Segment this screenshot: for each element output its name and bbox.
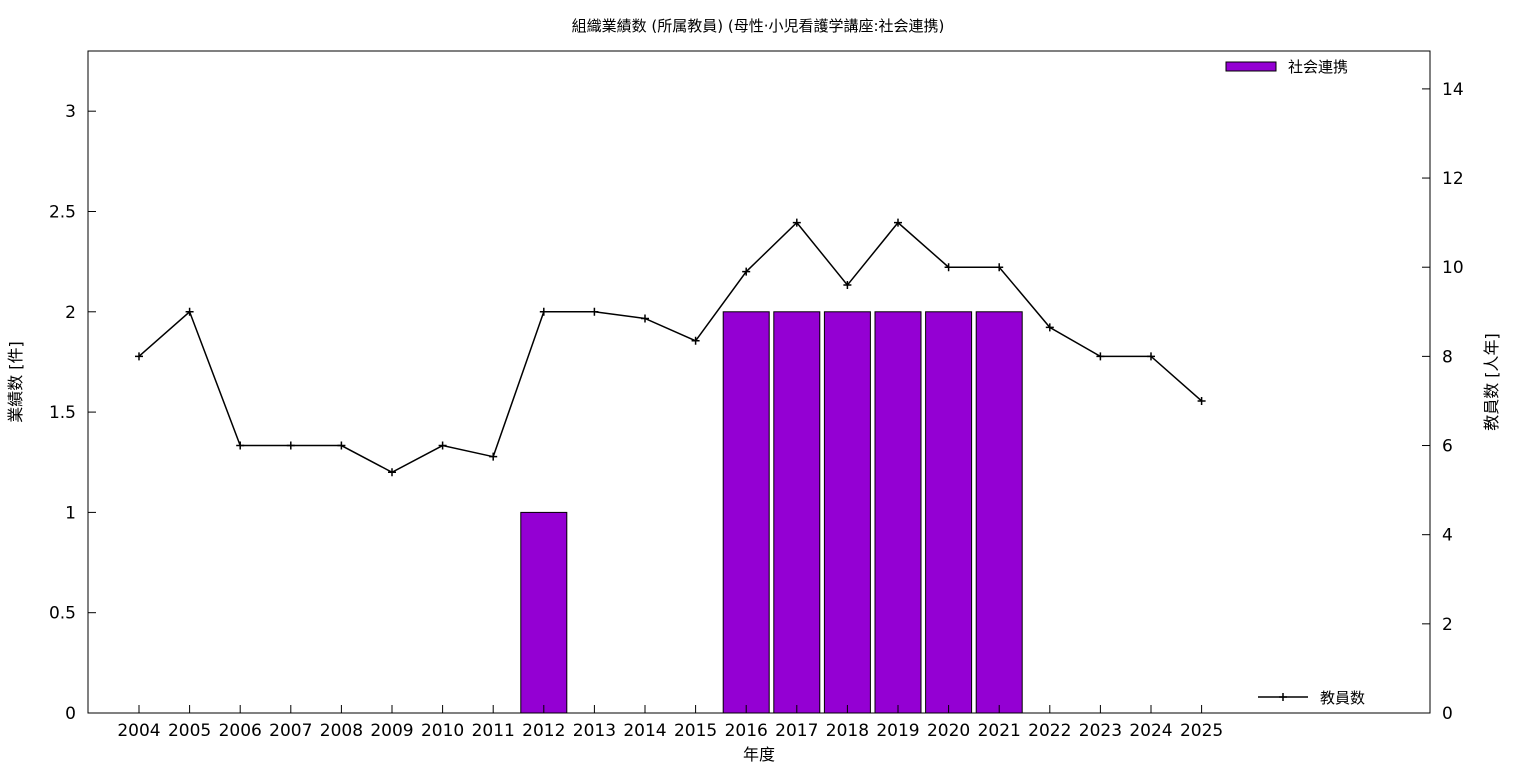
y2-tick-label: 12 [1442,169,1464,189]
line-point [1045,323,1054,332]
line-point [590,307,599,316]
y-tick-label: 0.5 [49,604,76,624]
bar [925,311,973,714]
x-tick-label: 2024 [1129,721,1172,741]
x-tick-label: 2004 [117,721,160,741]
line-point [337,441,346,450]
bar [722,311,770,714]
y-axis-right: 0 2 4 6 8 10 12 14 [1422,80,1464,724]
y-tick-label: 3 [65,102,76,122]
line-point [995,263,1004,272]
line-point [438,441,447,450]
line-point [185,307,194,316]
y2-tick-label: 4 [1442,526,1453,546]
line-point [641,314,649,323]
x-tick-label: 2015 [674,721,717,741]
line-series [138,221,1203,474]
line-point [1197,396,1206,405]
x-tick-label: 2019 [876,721,919,741]
x-tick-label: 2022 [1028,721,1071,741]
legend-bars-swatch [1225,61,1277,72]
x-tick-label: 2011 [472,721,515,741]
x-tick-label: 2020 [927,721,970,741]
x-tick-label: 2007 [269,721,312,741]
x-tick-label: 2016 [725,721,768,741]
y2-tick-label: 0 [1442,704,1453,724]
x-tick-label: 2021 [978,721,1021,741]
y-tick-label: 2 [65,303,76,323]
x-tick-label: 2009 [370,721,413,741]
line-point [286,441,295,450]
legend-bars-label: 社会連携 [1288,58,1348,76]
line-point [489,452,498,461]
y2-tick-label: 8 [1442,347,1453,367]
x-axis: 2004 2005 2006 2007 2008 2009 2010 2011 2012 2013… [117,705,1223,741]
x-tick-label: 2023 [1079,721,1122,741]
line-point [691,336,700,345]
bar [874,311,922,714]
x-tick-label: 2014 [623,721,666,741]
y-tick-label: 2.5 [49,202,76,222]
x-tick-label: 2013 [573,721,616,741]
y2-tick-label: 10 [1442,258,1464,278]
line-point [843,281,852,290]
y-tick-label: 1.5 [49,403,76,423]
x-tick-label: 2008 [320,721,363,741]
line-point [388,468,396,477]
legend-line-marker [1279,693,1287,701]
x-tick-label: 2010 [421,721,464,741]
y2-tick-label: 6 [1442,437,1453,457]
y2-axis-label: 教員数 [人年] [1482,333,1501,431]
bar [520,511,568,714]
x-tick-label: 2005 [168,721,211,741]
legend-line: 教員数 [1258,689,1365,707]
bar [773,311,821,714]
line-point [1147,352,1155,361]
bar [823,311,871,714]
line-layer [135,218,1206,477]
x-tick-label: 2018 [826,721,869,741]
chart-title: 組織業績数 (所属教員) (母性·小児看護学講座:社会連携) [572,17,945,35]
x-tick-label: 2012 [522,721,565,741]
y-axis-label: 業績数 [件] [6,341,25,423]
line-point [792,218,801,227]
bars-layer [520,311,1023,714]
y-tick-label: 1 [65,503,76,523]
y2-tick-label: 2 [1442,615,1453,635]
x-axis-label: 年度 [743,745,775,764]
y-axis-left: 0 0.5 1 1.5 2 2.5 3 [49,102,96,724]
y2-tick-label: 14 [1442,80,1464,100]
bar [975,311,1023,714]
line-point [236,441,245,450]
y-tick-label: 0 [65,704,76,724]
line-point [539,307,548,316]
line-point [135,352,143,361]
line-point [742,267,751,276]
line-point [1096,352,1105,361]
x-tick-label: 2006 [219,721,262,741]
line-point [944,263,953,272]
line-point [894,218,902,227]
x-tick-label: 2025 [1180,721,1223,741]
legend-bars: 社会連携 [1225,58,1348,76]
legend-line-label: 教員数 [1320,689,1365,707]
x-tick-label: 2017 [775,721,818,741]
